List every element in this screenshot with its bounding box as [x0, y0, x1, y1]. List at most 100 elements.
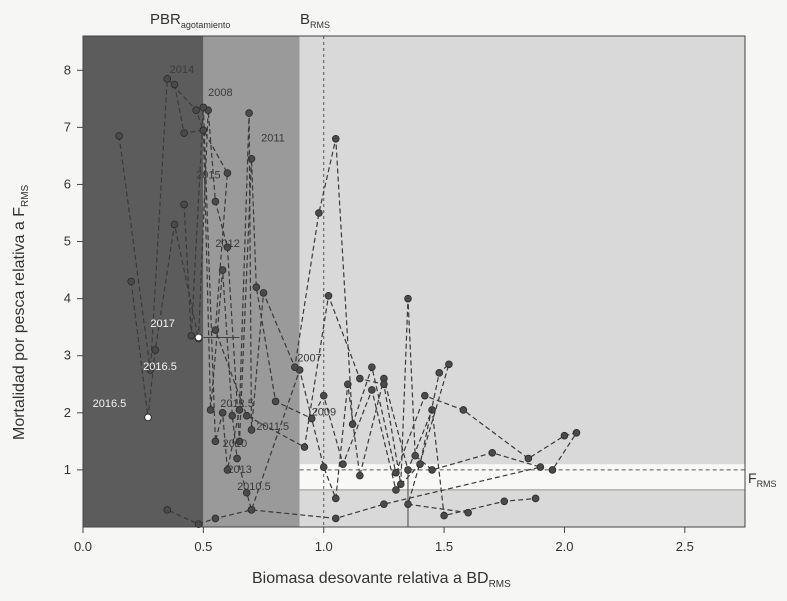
data-point [500, 497, 509, 506]
x-tick-label: 2.5 [676, 539, 694, 554]
data-point [548, 466, 557, 474]
x-tick-label: 0.0 [74, 539, 92, 554]
y-tick-label: 7 [64, 119, 71, 134]
data-point [247, 426, 256, 434]
data-point [223, 466, 232, 474]
data-point [368, 363, 376, 371]
data-point [435, 369, 444, 377]
data-point [560, 431, 569, 440]
point-label: 2015 [196, 170, 220, 182]
data-point [396, 480, 405, 488]
y-tick-label: 6 [64, 176, 71, 191]
point-label: 2013 [227, 464, 251, 476]
data-point [235, 406, 244, 414]
data-point [324, 291, 333, 300]
zone-1 [203, 36, 300, 527]
data-point [218, 266, 227, 274]
data-point [192, 106, 200, 115]
data-point [180, 129, 188, 137]
data-point [228, 411, 237, 420]
data-point [416, 460, 424, 468]
plot-frame [82, 35, 746, 528]
y-tick-label: 3 [64, 348, 71, 363]
data-point [380, 380, 388, 389]
data-point [211, 437, 220, 446]
data-point [242, 488, 251, 497]
point-label: 2008 [208, 87, 232, 99]
frms-label: FRMS [748, 470, 777, 489]
point-label: 2009 [312, 407, 336, 419]
series-line [118, 77, 536, 517]
y-tick-label: 1 [64, 462, 71, 477]
data-point [180, 200, 188, 209]
data-point [218, 409, 227, 417]
data-point [211, 197, 220, 206]
y-tick-label: 4 [64, 291, 71, 306]
data-point [247, 506, 256, 514]
data-point [127, 277, 135, 286]
data-point [211, 514, 220, 523]
data-point [459, 406, 468, 414]
data-point [151, 346, 160, 354]
data-point [319, 391, 328, 400]
data-point [411, 451, 420, 460]
data-point [233, 454, 241, 463]
data-point [315, 209, 323, 217]
data-point [331, 494, 340, 503]
frms-band [299, 464, 745, 490]
point-label: 2010 [223, 438, 247, 450]
data-point [271, 397, 280, 406]
data-point [163, 75, 172, 83]
point-label: 2012 [215, 238, 239, 250]
x-tick-label: 2.0 [555, 539, 573, 554]
data-point [319, 463, 328, 471]
data-point [300, 443, 309, 451]
data-point [252, 283, 261, 292]
data-point [404, 500, 412, 508]
data-point [187, 331, 196, 340]
data-point [146, 366, 155, 374]
data-point [348, 420, 357, 429]
data-point [163, 506, 172, 514]
y-tick-label: 5 [64, 234, 71, 249]
data-point [368, 386, 376, 394]
pbr-label: PBRagotamiento [150, 11, 230, 30]
data-point [245, 109, 253, 117]
data-point [206, 406, 215, 414]
data-point [536, 463, 545, 471]
y-tick-label: 8 [64, 62, 71, 77]
data-point [488, 448, 497, 457]
series-2 [180, 103, 581, 477]
data-point [356, 374, 364, 383]
data-point [404, 294, 412, 303]
data-point [199, 126, 208, 135]
data-point [259, 289, 268, 297]
data-point [392, 486, 400, 494]
data-point [223, 169, 232, 177]
data-point [531, 494, 540, 503]
point-label: 2016.5 [143, 361, 177, 373]
data-point [223, 243, 232, 252]
data-point [380, 500, 388, 508]
point-label: 2010.5 [237, 481, 271, 493]
series-3 [163, 80, 545, 528]
data-point [115, 132, 123, 140]
data-point [211, 326, 220, 334]
point-label: 2011.5 [256, 421, 289, 433]
data-point [291, 363, 299, 371]
x-tick-label: 0.5 [194, 539, 212, 554]
point-label: 2014 [170, 64, 194, 76]
x-axis-title: Biomasa desovante relativa a BDRMS [252, 570, 511, 590]
brms-label: BRMS [300, 11, 330, 30]
data-point [343, 380, 352, 389]
data-point [339, 460, 347, 468]
data-point [170, 80, 179, 89]
data-point [170, 220, 179, 229]
data-point [331, 514, 340, 523]
data-point [331, 134, 340, 143]
data-point-highlight [194, 333, 203, 342]
data-point [421, 391, 429, 400]
point-label: 2012.5 [220, 398, 254, 410]
